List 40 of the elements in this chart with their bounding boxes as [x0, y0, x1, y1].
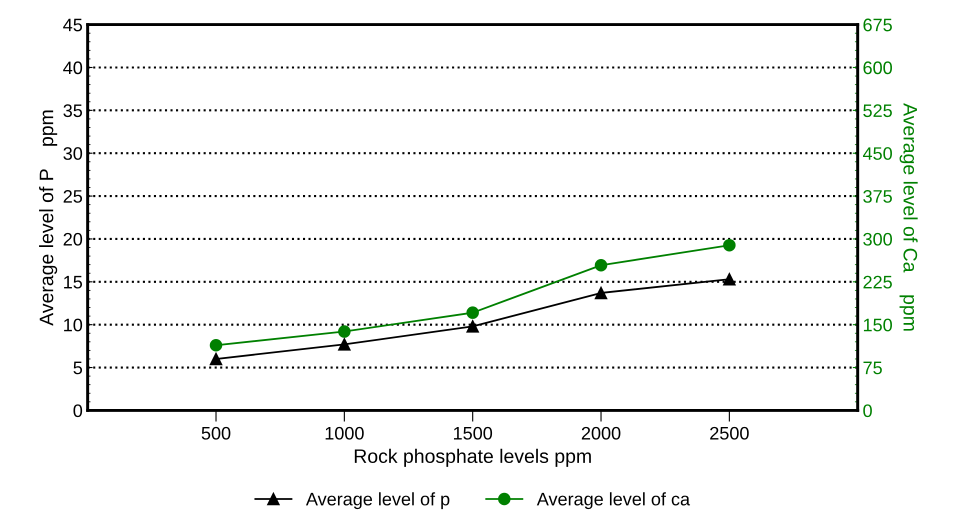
y2-tick-label: 525: [863, 104, 892, 118]
y-tick-label: 25: [64, 190, 82, 203]
legend-label: Average level of ca: [536, 492, 690, 510]
y-tick-label: 15: [64, 276, 82, 289]
x-tick-label: 1500: [454, 426, 492, 440]
y-tick-label: 0: [73, 404, 82, 418]
point: [210, 338, 222, 352]
x-tick-label: 1000: [326, 426, 364, 440]
point: [466, 306, 479, 319]
x-tick-label: 500: [202, 426, 230, 440]
x-axis-title: Rock phosphate levels ppm: [354, 448, 591, 467]
y-axis-title: Average level of P ppm: [39, 110, 58, 326]
x-tick-label: 2000: [582, 426, 620, 440]
point: [338, 325, 351, 338]
y-tick-label: 30: [63, 147, 82, 160]
y-tick-label: 45: [63, 18, 82, 32]
y-tick-label: 35: [63, 104, 82, 118]
point: [594, 258, 608, 272]
y2-tick-label: 375: [863, 190, 892, 203]
y-tick-label: 40: [63, 61, 82, 74]
y2-tick-label: 450: [862, 147, 892, 160]
y-tick-label: 20: [64, 232, 82, 246]
y2-tick-label: 0: [863, 404, 872, 418]
x-tick-label: 2500: [710, 426, 749, 440]
legend-label: Average level of p: [306, 492, 450, 510]
y2-tick-label: 75: [863, 362, 882, 374]
point: [723, 238, 736, 252]
y2-tick-label: 225: [863, 276, 892, 289]
y-tick-label: 5: [73, 362, 82, 374]
y2-tick-label: 600: [863, 61, 892, 74]
point: [723, 272, 736, 286]
point: [210, 352, 222, 366]
y2-tick-label: 300: [863, 232, 892, 246]
y2-tick-label: 150: [864, 318, 892, 332]
point: [338, 338, 351, 351]
y-tick-label: 10: [64, 318, 82, 332]
point: [594, 286, 608, 300]
point: [466, 320, 479, 333]
y2-axis-title: Average level of Ca ppm: [900, 103, 918, 331]
y2-tick-label: 675: [863, 18, 892, 32]
